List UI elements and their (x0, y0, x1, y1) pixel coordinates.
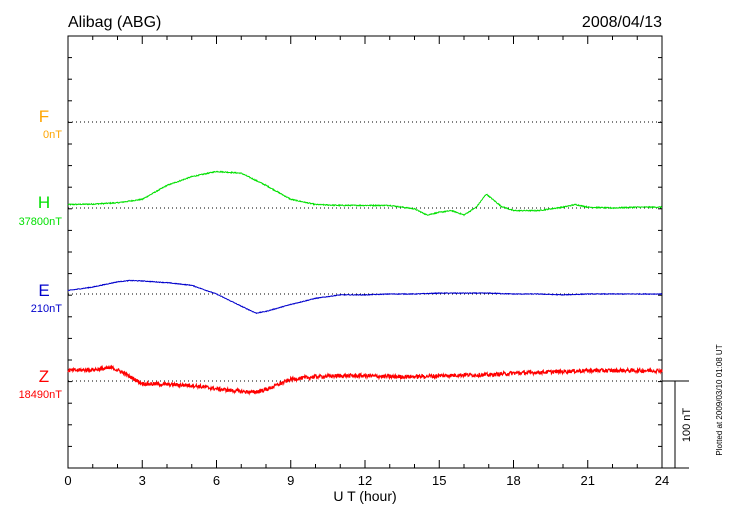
x-tick-label: 9 (287, 473, 294, 488)
x-tick-label: 3 (139, 473, 146, 488)
series-line-h (67, 170, 663, 217)
series-baseline-z: 18490nT (19, 389, 63, 401)
scale-bar (662, 380, 689, 469)
series-label-h: H (38, 193, 50, 212)
x-tick-label: 15 (432, 473, 446, 488)
axis-ticks (67, 36, 663, 468)
x-tick-label: 6 (213, 473, 220, 488)
series-label-z: Z (39, 367, 49, 386)
series-line-e (67, 279, 663, 315)
series-line-z (67, 364, 663, 396)
series-lines (67, 170, 663, 396)
x-tick-labels: 0 3 6 9 12 15 18 21 24 (64, 473, 669, 488)
series-baseline-h: 37800nT (19, 216, 63, 228)
series-label-e: E (38, 281, 49, 300)
x-tick-label: 0 (64, 473, 71, 488)
chart-date: 2008/04/13 (582, 14, 662, 31)
scale-bar-label: 100 nT (681, 408, 693, 443)
series-baseline-e: 210nT (31, 303, 62, 315)
x-axis-label: U T (hour) (333, 488, 396, 504)
x-tick-label: 24 (655, 473, 669, 488)
series-baseline-f: 0nT (43, 129, 62, 141)
chart-title: Alibag (ABG) (68, 14, 161, 31)
plotted-note: Plotted at 2009/03/10 01:08 UT (715, 344, 724, 455)
x-tick-label: 12 (358, 473, 372, 488)
plot-frame (67, 35, 663, 469)
x-tick-label: 21 (581, 473, 595, 488)
x-tick-label: 18 (506, 473, 520, 488)
baseline-grid (68, 121, 662, 382)
series-label-f: F (39, 107, 49, 126)
